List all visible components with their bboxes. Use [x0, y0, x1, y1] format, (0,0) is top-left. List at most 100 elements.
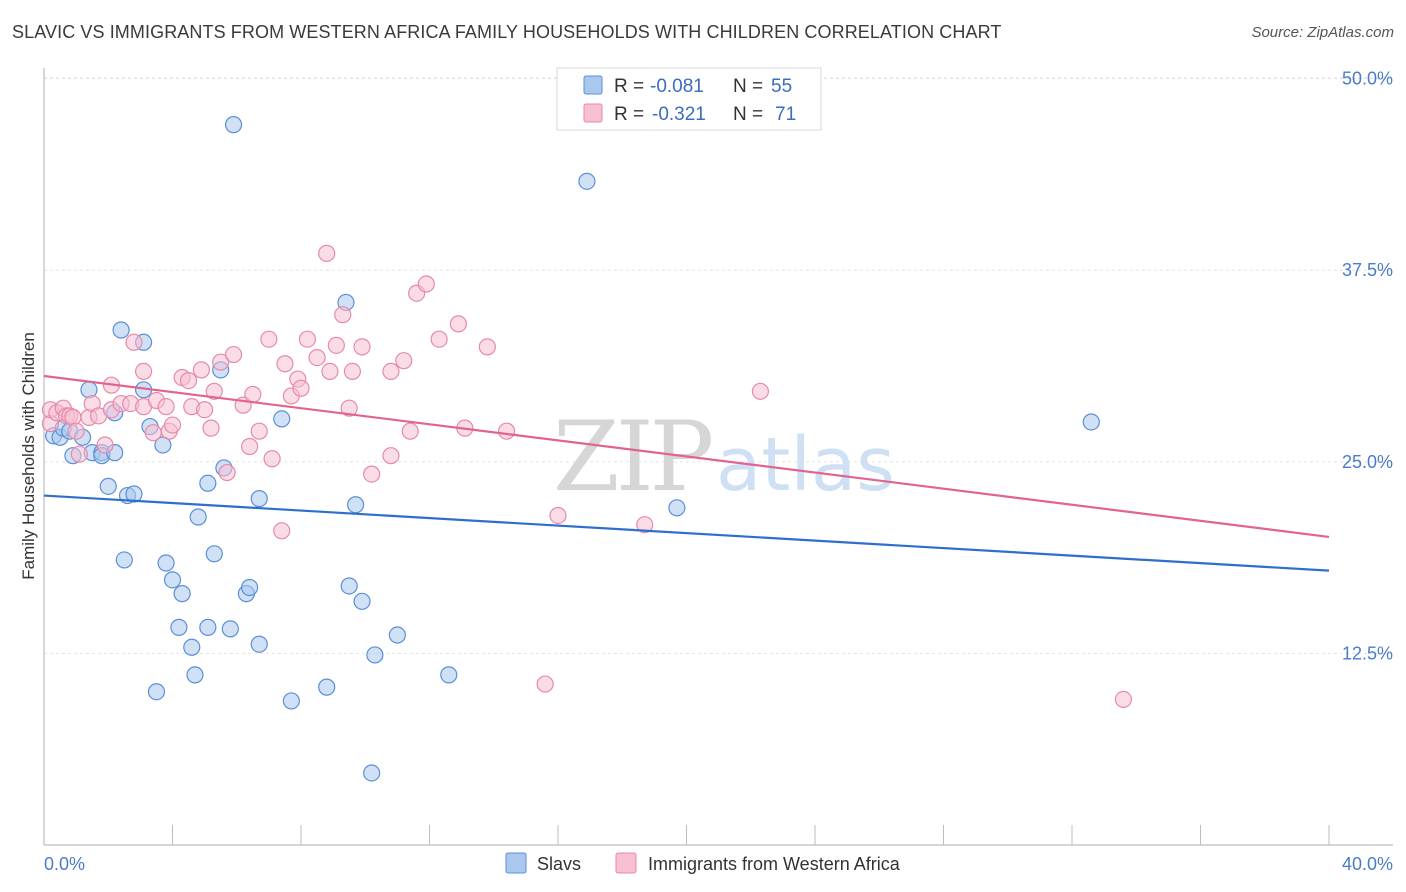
waf-point — [1114, 690, 1133, 708]
slavs-point — [363, 764, 381, 782]
slavs-point — [578, 172, 596, 190]
slavs-point — [112, 321, 130, 339]
slavs-point — [173, 585, 191, 603]
waf-point — [192, 361, 211, 379]
waf-point — [96, 436, 114, 454]
waf-point — [498, 422, 516, 440]
bottom-legend-slavs: Slavs — [537, 854, 581, 874]
waf-point — [70, 445, 88, 463]
legend-swatch-waf — [583, 103, 603, 123]
y-axis-title: Family Households with Children — [19, 332, 38, 580]
slavs-point — [199, 474, 217, 492]
waf-point — [340, 399, 358, 417]
slavs-point — [125, 485, 143, 503]
waf-point — [241, 437, 259, 456]
waf-point — [478, 338, 496, 356]
waf-points — [41, 244, 1133, 708]
waf-point — [382, 362, 400, 380]
slavs-point — [199, 618, 217, 636]
chart-title: SLAVIC VS IMMIGRANTS FROM WESTERN AFRICA… — [12, 22, 1002, 42]
slavs-point — [366, 646, 384, 664]
waf-point — [318, 244, 336, 262]
waf-point — [144, 424, 162, 442]
slavs-point — [282, 692, 300, 710]
slavs-point — [668, 499, 686, 517]
waf-point — [263, 450, 281, 468]
slavs-point — [1082, 413, 1100, 431]
trend-lines — [43, 374, 1330, 572]
waf-point — [260, 330, 278, 348]
waf-point — [430, 330, 448, 348]
waf-point — [157, 398, 175, 416]
waf-point — [353, 338, 371, 356]
waf-point — [276, 355, 294, 373]
waf-point — [327, 336, 345, 354]
slavs-point — [183, 638, 201, 656]
slavs-points — [45, 116, 1100, 782]
legend-slavs-r-label: R = — [614, 76, 644, 97]
x-tick-marks — [43, 825, 1330, 845]
waf-point — [308, 349, 326, 367]
x-tick-label-max: 40.0% — [1342, 854, 1393, 874]
waf-point — [163, 416, 182, 434]
legend-waf-r-value: -0.321 — [652, 104, 706, 125]
slavs-point — [273, 410, 291, 428]
waf-point — [202, 419, 220, 437]
slavs-point — [250, 635, 268, 653]
slavs-point — [186, 666, 204, 684]
waf-point — [382, 447, 400, 465]
waf-point — [67, 422, 85, 440]
legend-waf-n-label: N = — [733, 104, 763, 125]
slavs-point — [353, 592, 371, 610]
slavs-point — [170, 618, 188, 636]
waf-point — [134, 362, 153, 380]
axes — [43, 68, 1393, 846]
slavs-point — [318, 678, 336, 696]
bottom-legend-waf: Immigrants from Western Africa — [648, 854, 901, 874]
y-tick-labels: 12.5% 25.0% 37.5% 50.0% — [1342, 69, 1393, 664]
waf-point — [636, 516, 654, 534]
slavs-point — [440, 666, 458, 684]
slavs-point — [340, 577, 358, 595]
waf-point — [395, 352, 413, 370]
legend-waf-n-value: 71 — [775, 104, 796, 125]
slavs-point — [189, 508, 207, 526]
legend-slavs-r-value: -0.081 — [650, 76, 704, 97]
waf-trend-line — [43, 374, 1330, 539]
legend-waf-r-label: R = — [614, 104, 644, 125]
waf-point — [292, 379, 310, 397]
waf-point — [218, 463, 236, 482]
slavs-point — [115, 551, 133, 569]
y-tick-label: 50.0% — [1342, 69, 1393, 89]
waf-point — [273, 522, 291, 540]
waf-point — [449, 315, 468, 333]
waf-point — [343, 362, 361, 380]
legend-slavs-n-value: 55 — [771, 76, 792, 97]
x-tick-label-min: 0.0% — [44, 854, 85, 874]
waf-point — [250, 422, 268, 440]
waf-point — [321, 362, 339, 380]
legend-swatch-slavs — [583, 75, 603, 95]
waf-point — [549, 506, 567, 525]
bottom-legend-swatch-waf — [615, 852, 637, 874]
legend-slavs-n-label: N = — [733, 76, 763, 97]
bottom-legend-swatch-slavs — [505, 852, 527, 874]
waf-point — [224, 345, 243, 364]
slavs-point — [157, 554, 175, 572]
source-credit: Source: ZipAtlas.com — [1251, 24, 1394, 41]
slavs-point — [147, 683, 166, 701]
slavs-point — [205, 545, 223, 563]
waf-point — [536, 675, 554, 693]
waf-point — [401, 422, 419, 440]
slavs-trend-line — [43, 494, 1330, 572]
slavs-point — [250, 490, 268, 508]
slavs-point — [388, 626, 406, 644]
slavs-point — [347, 496, 365, 514]
y-tick-label: 25.0% — [1342, 452, 1393, 472]
waf-point — [334, 306, 352, 324]
y-tick-label: 12.5% — [1342, 643, 1393, 663]
slavs-point — [163, 571, 182, 589]
slavs-point — [224, 116, 243, 134]
waf-point — [179, 371, 198, 390]
